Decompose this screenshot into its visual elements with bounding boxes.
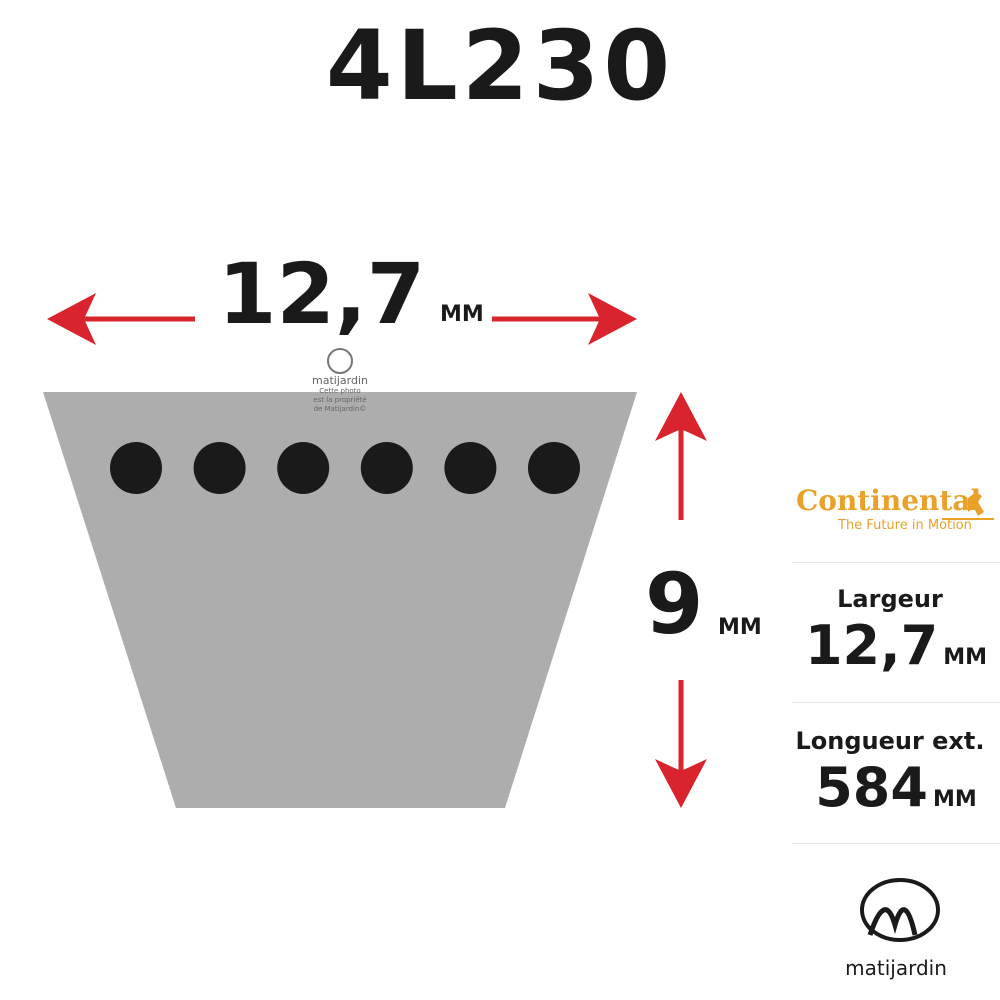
footer-logo-text: matijardin xyxy=(845,956,947,980)
spec-width-unit: MM xyxy=(943,645,988,670)
watermark: matijardin Cette photo est la propriété … xyxy=(290,374,390,414)
spec-label-length: Longueur ext. xyxy=(795,727,985,755)
brand-tagline: The Future in Motion xyxy=(838,518,972,533)
belt-cord xyxy=(193,442,246,494)
brand-name: Continental xyxy=(796,484,982,517)
spec-length: 584 MM xyxy=(792,756,1000,833)
belt-cord xyxy=(277,442,330,494)
watermark-logo-icon xyxy=(327,348,353,374)
watermark-line: Cette photo xyxy=(319,387,361,395)
height-dimension-value: 9 xyxy=(645,555,704,653)
belt-cord xyxy=(110,442,162,494)
belt-cord xyxy=(360,442,413,494)
spec-width-value: 12,7 xyxy=(804,614,939,677)
divider xyxy=(792,843,1000,844)
top-dimension-value: 12,7 xyxy=(218,245,426,343)
belt-cord xyxy=(528,442,580,494)
spec-length-value: 584 xyxy=(815,756,928,819)
spec-label-width: Largeur xyxy=(837,585,943,613)
continental-logo: Continental The Future in Motion xyxy=(792,484,1000,534)
watermark-line: est la propriété xyxy=(313,396,367,404)
belt-cords xyxy=(110,442,580,494)
watermark-line: de Matijardin© xyxy=(313,405,367,413)
arrow-right xyxy=(492,293,637,345)
belt-cross-section xyxy=(43,392,637,808)
footer-logo-icon xyxy=(860,878,940,942)
arrow-left xyxy=(47,293,195,345)
divider xyxy=(792,702,1000,703)
product-title: 4L230 xyxy=(325,10,675,122)
spec-width: 12,7 MM xyxy=(792,614,1000,691)
height-dimension-unit: MM xyxy=(718,615,762,640)
divider xyxy=(792,562,1000,563)
arrow-up xyxy=(655,392,707,520)
spec-length-unit: MM xyxy=(933,787,977,812)
watermark-brand: matijardin xyxy=(312,374,368,387)
belt-cord xyxy=(444,442,497,494)
arrow-down xyxy=(655,680,707,808)
top-dimension-unit: MM xyxy=(440,302,484,327)
continental-horse-icon xyxy=(942,492,994,520)
